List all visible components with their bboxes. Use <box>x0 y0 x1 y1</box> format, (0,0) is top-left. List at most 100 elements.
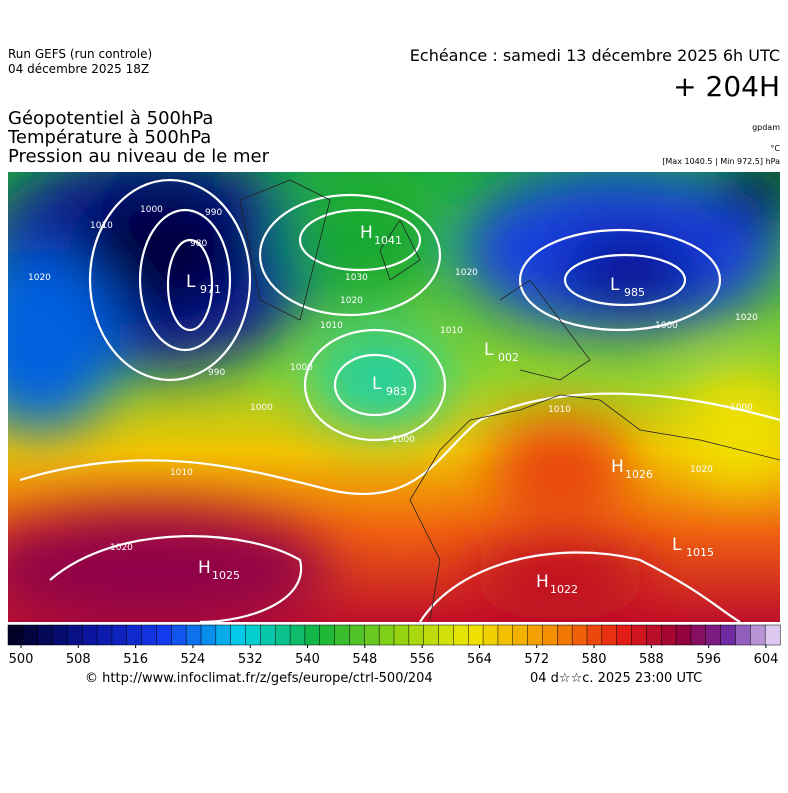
isobar-label: 1020 <box>735 313 758 323</box>
colorbar-swatch <box>467 624 484 646</box>
pressure-value: 971 <box>200 283 221 296</box>
isobar-label: 990 <box>205 208 222 218</box>
pressure-system: L <box>484 340 494 360</box>
colorbar-swatch <box>735 624 751 646</box>
isobar-label: 1020 <box>690 465 713 475</box>
isobar-label: 990 <box>208 368 225 378</box>
colorbar-swatch <box>37 624 54 646</box>
colorbar-swatch <box>67 624 83 646</box>
colorbar-swatch <box>304 624 321 646</box>
isobar-label: 1030 <box>345 273 368 283</box>
colorbar-tick-label: 564 <box>467 652 492 667</box>
isobar-label: 1000 <box>140 205 163 215</box>
colorbar-swatch <box>527 624 544 646</box>
forecast-label: Echéance : samedi 13 décembre 2025 6h UT… <box>410 46 780 65</box>
colorbar-swatch <box>512 624 529 646</box>
colorbar-swatch <box>245 624 261 646</box>
lead-time: + 204H <box>673 70 780 103</box>
colorbar-tick-label: 588 <box>639 652 664 667</box>
colorbar-swatch <box>616 624 633 646</box>
colorbar-swatch <box>111 624 128 646</box>
colorbar-swatch <box>750 624 766 646</box>
colorbar-swatch <box>274 624 291 646</box>
pressure-value: 983 <box>386 385 407 398</box>
colorbar-tick-label: 500 <box>9 652 34 667</box>
colorbar-swatch <box>557 624 573 646</box>
colorbar-swatch <box>215 624 232 646</box>
colorbar-swatch <box>22 624 39 646</box>
colorbar-swatch <box>690 624 707 646</box>
isobar-label: 1000 <box>250 403 273 413</box>
layer-title: Pression au niveau de le mer <box>8 146 270 167</box>
colorbar-swatch <box>349 624 365 646</box>
layer-title: Géopotentiel à 500hPa <box>8 108 213 129</box>
pressure-system: L <box>610 275 620 295</box>
isobar-label: 1000 <box>655 321 678 331</box>
unit: °C <box>770 144 780 153</box>
colorbar-swatch <box>126 624 143 646</box>
colorbar-tick-label: 540 <box>295 652 320 667</box>
colorbar-swatch <box>423 624 440 646</box>
colorbar-swatch <box>378 624 395 646</box>
footer-url: © http://www.infoclimat.fr/z/gefs/europe… <box>85 671 433 686</box>
colorbar-swatch <box>586 624 603 646</box>
colorbar-swatch <box>7 624 24 646</box>
colorbar-swatch <box>156 624 172 646</box>
pressure-system: H <box>611 457 624 477</box>
colorbar-swatch <box>393 624 410 646</box>
colorbar-swatch <box>319 624 336 646</box>
colorbar-tick-label: 604 <box>754 652 779 667</box>
layer-title: Température à 500hPa <box>7 127 211 148</box>
pressure-value: 1022 <box>550 583 578 596</box>
colorbar-tick-label: 596 <box>696 652 721 667</box>
colorbar-swatch <box>497 624 514 646</box>
colorbar: 500 508 516 524 532 540 548 556 564 572 580 588 596 6… <box>7 624 781 667</box>
colorbar-swatch <box>571 624 588 646</box>
isobar-label: 1000 <box>730 403 753 413</box>
colorbar-swatch <box>631 624 647 646</box>
map <box>8 172 780 622</box>
pressure-system: L <box>186 272 196 292</box>
pressure-value: 1026 <box>625 468 653 481</box>
colorbar-swatch <box>200 624 217 646</box>
colorbar-swatch <box>230 624 247 646</box>
pressure-value: 985 <box>624 286 645 299</box>
range-label: [Max 1040.5 | Min 972.5] hPa <box>662 157 780 166</box>
isobar-label: 1020 <box>340 296 363 306</box>
pressure-system: L <box>372 374 382 394</box>
colorbar-swatch <box>141 624 158 646</box>
isobar-label: 1020 <box>455 268 478 278</box>
colorbar-swatch <box>705 624 722 646</box>
colorbar-swatch <box>542 624 558 646</box>
isobar-label: 1010 <box>440 326 463 336</box>
isobar-label: 1010 <box>548 405 571 415</box>
pressure-system: H <box>360 223 373 243</box>
pressure-system: L <box>672 535 682 555</box>
colorbar-swatch <box>408 624 425 646</box>
colorbar-swatch <box>482 624 499 646</box>
run-date: 04 décembre 2025 18Z <box>8 62 149 76</box>
colorbar-swatch <box>52 624 68 646</box>
pressure-value: 1025 <box>212 569 240 582</box>
unit: gpdam <box>752 123 780 132</box>
colorbar-tick-label: 524 <box>181 652 206 667</box>
colorbar-tick-label: 516 <box>123 652 148 667</box>
isobar-label: 1000 <box>392 435 415 445</box>
isobar-label: 1010 <box>90 221 113 231</box>
colorbar-tick-label: 556 <box>410 652 435 667</box>
colorbar-tick-label: 580 <box>582 652 607 667</box>
colorbar-tick-label: 548 <box>352 652 377 667</box>
colorbar-tick-label: 532 <box>238 652 263 667</box>
colorbar-tick-label: 508 <box>66 652 91 667</box>
pressure-value: 002 <box>498 351 519 364</box>
isobar-label: 980 <box>190 239 207 249</box>
colorbar-swatch <box>720 624 737 646</box>
colorbar-swatch <box>764 624 781 646</box>
colorbar-swatch <box>646 624 662 646</box>
isobar-label: 1020 <box>110 543 133 553</box>
colorbar-swatch <box>364 624 380 646</box>
colorbar-swatch <box>334 624 351 646</box>
colorbar-swatch <box>81 624 98 646</box>
colorbar-swatch <box>675 624 692 646</box>
